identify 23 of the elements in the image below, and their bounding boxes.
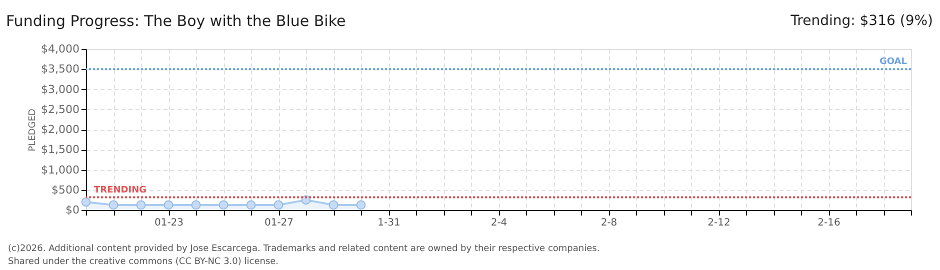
y-tick-label: $1,000: [41, 163, 80, 176]
y-tick-label: $2,500: [41, 102, 80, 116]
x-tick-label: 1-31: [378, 218, 400, 228]
text: Shared under the creative commons (CC BY-NC 3.0) license.: [8, 257, 279, 267]
chart-title: Funding Progress: The Boy with the Blue Bike: [6, 12, 346, 30]
chart-subtitle: Trending: $316 (9%): [790, 13, 933, 29]
y-tick-label: $3,500: [41, 62, 80, 76]
y-tick-label: $500: [52, 183, 80, 196]
x-tick-label: 01-27: [264, 218, 294, 228]
ref-line-label: GOAL: [880, 57, 908, 68]
text: (c)2026. Additional content provided by Jose Escarcega. Trademarks and related content are owned by their respective companies.: [8, 244, 600, 254]
y-tick-label: $1,500: [41, 143, 80, 156]
x-tick-label: 2-12: [708, 218, 730, 228]
y-tick-label: $4,000: [41, 42, 80, 56]
x-tick-label: 2-8: [600, 218, 618, 228]
y-axis-title: PLEDGED: [28, 108, 38, 152]
y-tick-label: $2,000: [41, 123, 80, 136]
ref-line-label: TRENDING: [94, 185, 146, 196]
y-tick-label: $3,000: [41, 82, 80, 96]
x-tick-label: 01-23: [154, 218, 184, 228]
x-tick-label: 2-4: [490, 218, 508, 228]
y-tick-label: $0: [66, 204, 80, 216]
x-tick-label: 2-16: [818, 218, 840, 228]
